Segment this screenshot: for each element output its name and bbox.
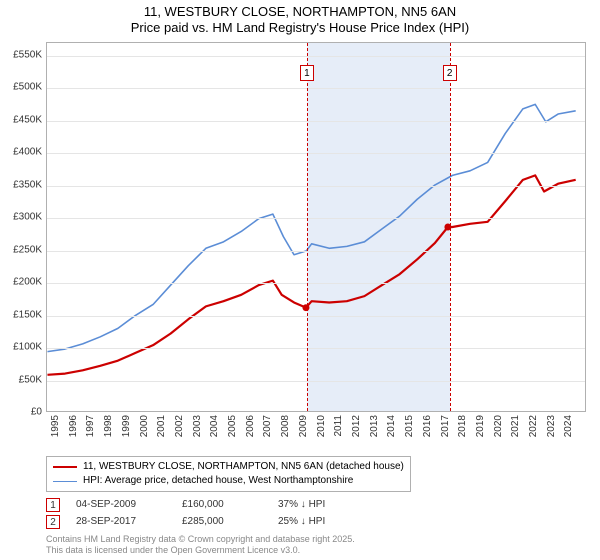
footnote-price-1: £160,000 (182, 499, 262, 510)
x-tick-label: 1997 (85, 415, 96, 437)
x-tick-label: 1998 (103, 415, 114, 437)
x-tick-label: 2007 (262, 415, 273, 437)
legend-row-hpi: HPI: Average price, detached house, West… (53, 474, 404, 488)
x-tick-label: 2010 (316, 415, 327, 437)
footnote-row-2: 2 28-SEP-2017 £285,000 25% ↓ HPI (46, 513, 325, 530)
y-tick-label: £400K (13, 147, 42, 158)
x-tick-label: 2013 (369, 415, 380, 437)
title-line-2: Price paid vs. HM Land Registry's House … (0, 20, 600, 36)
x-tick-label: 2017 (440, 415, 451, 437)
y-tick-label: £450K (13, 114, 42, 125)
x-tick-label: 2003 (192, 415, 203, 437)
legend-row-price: 11, WESTBURY CLOSE, NORTHAMPTON, NN5 6AN… (53, 460, 404, 474)
y-tick-label: £350K (13, 179, 42, 190)
credits-line-1: Contains HM Land Registry data © Crown c… (46, 534, 355, 545)
x-tick-label: 2005 (227, 415, 238, 437)
x-tick-label: 2001 (156, 415, 167, 437)
y-tick-label: £200K (13, 277, 42, 288)
x-tick-label: 2023 (546, 415, 557, 437)
marker-box: 1 (300, 65, 314, 81)
x-tick-label: 2016 (422, 415, 433, 437)
x-tick-label: 2008 (280, 415, 291, 437)
x-tick-label: 2000 (139, 415, 150, 437)
series-svg (47, 43, 585, 411)
legend-label-price: 11, WESTBURY CLOSE, NORTHAMPTON, NN5 6AN… (83, 460, 404, 474)
series-line-price_paid (47, 175, 575, 374)
x-axis: 1995 1996 1997 1998 1999 2000 2001 2002 2003 2004… (46, 412, 586, 454)
x-tick-label: 2015 (404, 415, 415, 437)
marker-line (450, 43, 451, 411)
x-tick-label: 2009 (298, 415, 309, 437)
plot-area: 12 (46, 42, 586, 412)
chart-container: 11, WESTBURY CLOSE, NORTHAMPTON, NN5 6AN… (0, 0, 600, 560)
x-tick-label: 2012 (351, 415, 362, 437)
y-tick-label: £0 (31, 407, 42, 418)
x-tick-label: 1999 (121, 415, 132, 437)
x-tick-label: 2018 (457, 415, 468, 437)
x-tick-label: 2020 (493, 415, 504, 437)
x-tick-label: 2011 (333, 415, 344, 437)
footnote-marker-1: 1 (46, 498, 60, 512)
footnote-delta-1: 37% ↓ HPI (278, 499, 325, 510)
series-line-hpi (47, 104, 575, 351)
x-tick-label: 2002 (174, 415, 185, 437)
y-tick-label: £300K (13, 212, 42, 223)
legend: 11, WESTBURY CLOSE, NORTHAMPTON, NN5 6AN… (46, 456, 411, 492)
x-tick-label: 1995 (50, 415, 61, 437)
x-tick-label: 2024 (563, 415, 574, 437)
y-tick-label: £500K (13, 82, 42, 93)
footnote-price-2: £285,000 (182, 516, 262, 527)
marker-line (307, 43, 308, 411)
x-tick-label: 2014 (386, 415, 397, 437)
legend-swatch-hpi (53, 481, 77, 482)
footnote-marker-2: 2 (46, 515, 60, 529)
x-tick-label: 2006 (245, 415, 256, 437)
y-tick-label: £150K (13, 309, 42, 320)
x-tick-label: 1996 (68, 415, 79, 437)
footnote-row-1: 1 04-SEP-2009 £160,000 37% ↓ HPI (46, 496, 325, 513)
footnote-delta-2: 25% ↓ HPI (278, 516, 325, 527)
credits-line-2: This data is licensed under the Open Gov… (46, 545, 355, 556)
x-tick-label: 2019 (475, 415, 486, 437)
y-tick-label: £100K (13, 342, 42, 353)
footnote-date-1: 04-SEP-2009 (76, 499, 166, 510)
footnote-date-2: 28-SEP-2017 (76, 516, 166, 527)
y-tick-label: £550K (13, 49, 42, 60)
y-axis: £0£50K£100K£150K£200K£250K£300K£350K£400… (0, 42, 44, 412)
legend-swatch-price (53, 466, 77, 468)
title-block: 11, WESTBURY CLOSE, NORTHAMPTON, NN5 6AN… (0, 0, 600, 37)
y-tick-label: £50K (19, 374, 42, 385)
legend-label-hpi: HPI: Average price, detached house, West… (83, 474, 353, 488)
credits: Contains HM Land Registry data © Crown c… (46, 534, 355, 556)
y-tick-label: £250K (13, 244, 42, 255)
title-line-1: 11, WESTBURY CLOSE, NORTHAMPTON, NN5 6AN (0, 4, 600, 20)
x-tick-label: 2021 (510, 415, 521, 437)
x-tick-label: 2004 (209, 415, 220, 437)
x-tick-label: 2022 (528, 415, 539, 437)
footnotes: 1 04-SEP-2009 £160,000 37% ↓ HPI 2 28-SE… (46, 496, 325, 530)
marker-box: 2 (443, 65, 457, 81)
